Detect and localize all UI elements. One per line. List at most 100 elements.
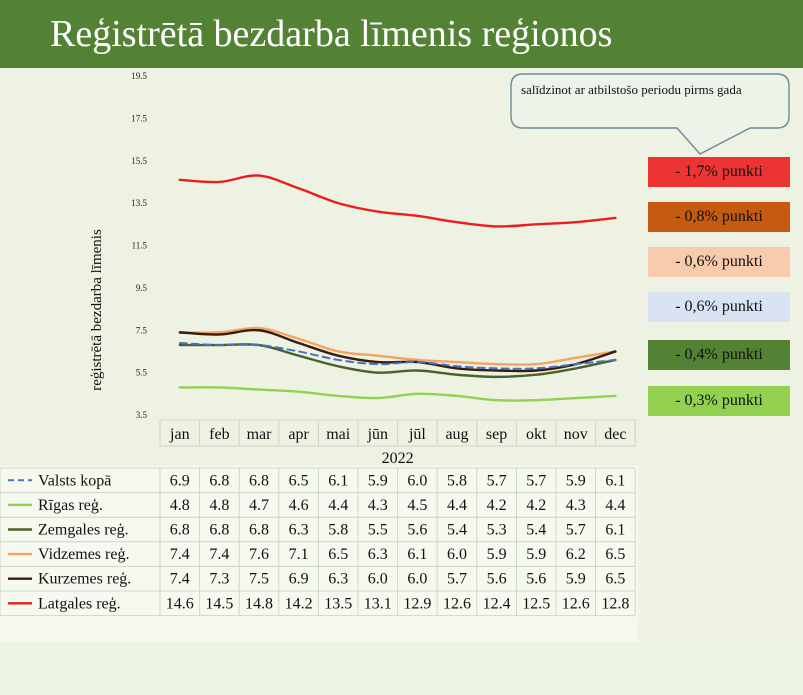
data-label: 14.6 [166, 595, 194, 612]
x-tick-label: apr [288, 426, 309, 443]
data-label: 6.0 [407, 472, 427, 489]
x-tick-label: mai [326, 426, 351, 443]
data-label: 7.1 [289, 546, 309, 563]
data-label: 14.5 [205, 595, 233, 612]
data-label: 5.9 [566, 571, 586, 588]
change-badge: - 0,6% punkti [648, 247, 790, 277]
legend-label: Kurzemes reģ. [38, 571, 131, 588]
data-label: 6.1 [605, 522, 625, 539]
data-label: 4.3 [566, 497, 586, 514]
data-label: 6.8 [209, 522, 229, 539]
data-label: 6.8 [170, 522, 190, 539]
x-tick-label: jūl [408, 426, 426, 443]
series-line [178, 341, 617, 370]
series-line [178, 343, 617, 379]
data-table-background [0, 466, 638, 642]
data-label: 5.7 [447, 571, 467, 588]
callout-text: salīdzinot ar atbilstošo periodu pirms g… [521, 82, 742, 97]
data-label: 6.1 [605, 472, 625, 489]
legend-label: Vidzemes reģ. [38, 546, 129, 563]
data-label: 5.8 [447, 472, 467, 489]
title-bar: Reģistrētā bezdarba līmenis reģionos [0, 0, 803, 68]
data-label: 5.9 [526, 546, 546, 563]
x-tick-label: sep [486, 426, 507, 443]
data-label: 5.5 [368, 522, 388, 539]
x-tick-label: jan [169, 426, 190, 443]
data-label: 6.9 [170, 472, 190, 489]
x-tick-label: nov [564, 426, 588, 443]
data-label: 5.3 [487, 522, 507, 539]
series-line [178, 174, 617, 228]
change-badge: - 0,8% punkti [648, 202, 790, 232]
data-label: 6.3 [328, 571, 348, 588]
data-label: 5.7 [566, 522, 586, 539]
x-tick-label: jūn [367, 426, 388, 443]
data-label: 6.2 [566, 546, 586, 563]
data-label: 5.6 [526, 571, 546, 588]
change-badge: - 0,6% punkti [648, 292, 790, 322]
y-tick-label: 7.5 [136, 325, 148, 335]
y-tick-label: 13.5 [131, 198, 147, 208]
data-label: 4.6 [289, 497, 309, 514]
change-badge: - 0,3% punkti [648, 386, 790, 416]
data-label: 5.9 [487, 546, 507, 563]
data-label: 5.7 [487, 472, 507, 489]
data-label: 5.9 [368, 472, 388, 489]
data-label: 4.4 [447, 497, 467, 514]
change-badge: - 0,4% punkti [648, 340, 790, 370]
y-tick-label: 3.5 [136, 410, 148, 420]
data-label: 6.3 [368, 546, 388, 563]
data-label: 7.5 [249, 571, 269, 588]
y-axis-label: reģistrētā bezdarba līmenis [89, 229, 105, 391]
data-label: 6.1 [407, 546, 427, 563]
data-label: 6.5 [605, 571, 625, 588]
bottom-strip [0, 642, 803, 695]
data-label: 6.8 [209, 472, 229, 489]
data-label: 6.1 [328, 472, 348, 489]
data-label: 7.4 [170, 571, 190, 588]
data-label: 12.5 [522, 595, 550, 612]
data-label: 4.8 [209, 497, 229, 514]
data-label: 4.8 [170, 497, 190, 514]
legend-label: Zemgales reģ. [38, 522, 129, 539]
data-label: 5.4 [526, 522, 546, 539]
data-label: 6.0 [447, 546, 467, 563]
data-label: 6.9 [289, 571, 309, 588]
data-label: 7.6 [249, 546, 269, 563]
page-title: Reģistrētā bezdarba līmenis reģionos [50, 13, 613, 55]
data-label: 6.8 [249, 472, 269, 489]
y-tick-label: 5.5 [136, 368, 148, 378]
data-label: 5.4 [447, 522, 467, 539]
series-line [178, 328, 617, 373]
data-label: 4.2 [526, 497, 546, 514]
data-label: 4.2 [487, 497, 507, 514]
legend-label: Rīgas reģ. [38, 497, 103, 514]
y-tick-label: 11.5 [132, 241, 148, 251]
callout-bubble [510, 73, 790, 155]
data-label: 4.5 [407, 497, 427, 514]
y-tick-label: 15.5 [131, 156, 147, 166]
data-label: 7.4 [209, 546, 229, 563]
data-label: 7.3 [209, 571, 229, 588]
x-tick-label: okt [526, 426, 547, 443]
data-label: 7.4 [170, 546, 190, 563]
legend-label: Latgales reģ. [38, 595, 121, 612]
data-label: 5.6 [487, 571, 507, 588]
y-tick-label: 17.5 [131, 113, 147, 123]
data-label: 12.8 [601, 595, 629, 612]
x-tick-label: mar [247, 426, 273, 443]
y-tick-label: 19.5 [131, 71, 147, 81]
x-axis-label: 2022 [382, 450, 414, 467]
data-label: 13.1 [364, 595, 392, 612]
data-label: 5.8 [328, 522, 348, 539]
y-tick-label: 9.5 [136, 283, 148, 293]
series-line [178, 386, 617, 402]
legend-label: Valsts kopā [38, 472, 111, 489]
data-label: 6.8 [249, 522, 269, 539]
data-label: 4.3 [368, 497, 388, 514]
data-label: 5.9 [566, 472, 586, 489]
x-tick-label: dec [604, 426, 626, 443]
series-line [178, 326, 617, 366]
data-label: 6.0 [407, 571, 427, 588]
